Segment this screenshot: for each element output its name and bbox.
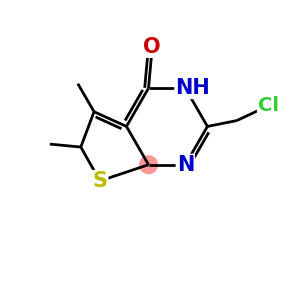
Text: S: S: [92, 171, 107, 191]
Text: N: N: [177, 155, 194, 175]
Circle shape: [140, 156, 158, 174]
Circle shape: [176, 156, 194, 174]
Text: NH: NH: [175, 78, 210, 98]
Text: Cl: Cl: [258, 96, 279, 115]
Text: O: O: [143, 37, 160, 57]
